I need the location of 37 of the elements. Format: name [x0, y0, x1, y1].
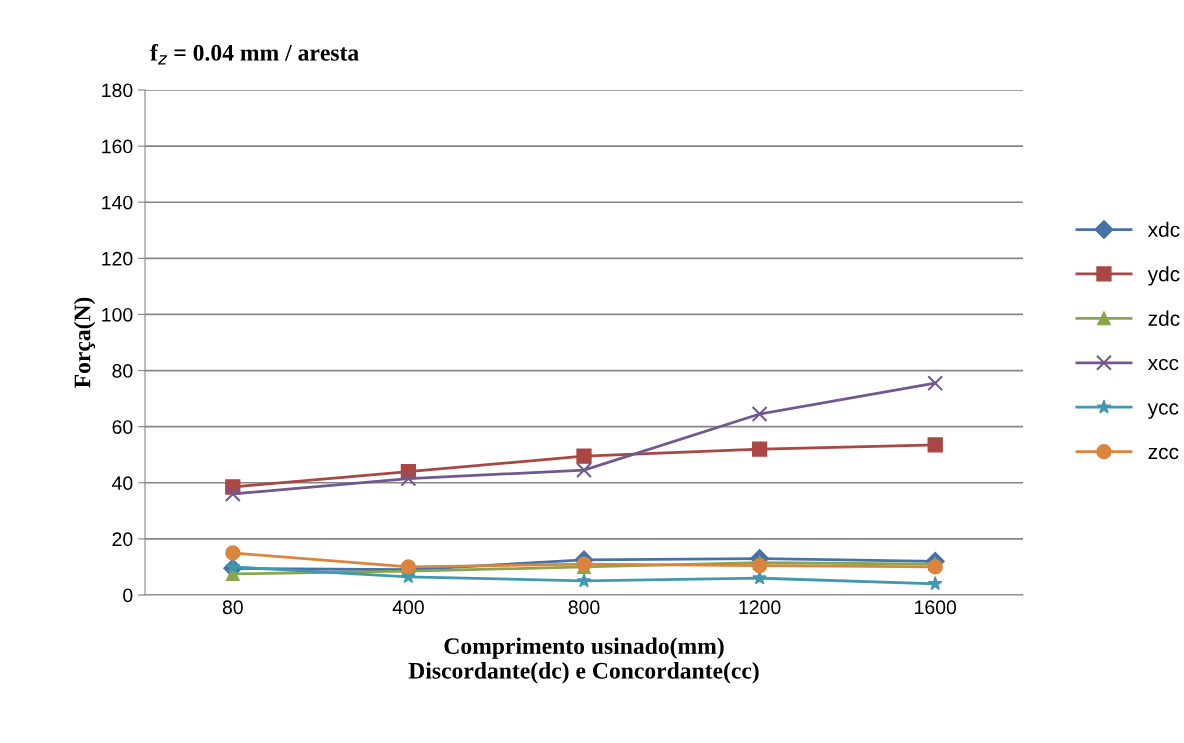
y-tick-label: 100 — [102, 307, 133, 322]
y-tick-label: 40 — [112, 476, 133, 491]
x-tick-label: 1600 — [915, 600, 957, 615]
point — [927, 375, 944, 392]
y-tick-label: 160 — [102, 139, 133, 154]
y-tick-label: 80 — [112, 364, 133, 378]
legend-label: zcc — [1148, 447, 1179, 460]
point — [751, 441, 768, 457]
point — [224, 486, 241, 502]
y-tick-label: 140 — [102, 195, 133, 210]
point — [927, 576, 943, 591]
x-tick-label: 400 — [392, 600, 424, 615]
point — [751, 557, 768, 574]
y-tick-label: 0 — [123, 588, 133, 603]
point — [927, 437, 943, 453]
point — [576, 448, 592, 464]
legend-label: ycc — [1147, 403, 1179, 419]
point — [576, 462, 592, 479]
y-tick-label: 60 — [112, 420, 133, 434]
x-tick-label: 80 — [222, 600, 243, 615]
point — [576, 573, 592, 588]
legend-label: zdc — [1148, 310, 1180, 326]
y-axis-title: Força(N) — [73, 297, 96, 388]
x-tick-label: 800 — [568, 600, 600, 615]
legend-label: ydc — [1147, 266, 1180, 286]
chart-title: f$_{z}$ = 0.04 mm / aresta — [150, 43, 359, 65]
legend-label: xdc — [1147, 221, 1180, 238]
legend-label: xcc — [1147, 358, 1179, 371]
y-tick-label: 120 — [102, 251, 133, 266]
point — [400, 559, 417, 575]
point — [751, 406, 768, 423]
x-tick-label: 1200 — [739, 600, 781, 615]
point — [400, 470, 417, 487]
x-axis-title: Comprimento usinado(mm) Discordante(dc) e Concordante(cc) — [408, 637, 759, 684]
y-tick-label: 180 — [102, 83, 133, 98]
y-tick-label: 20 — [112, 532, 133, 547]
point — [225, 545, 241, 561]
